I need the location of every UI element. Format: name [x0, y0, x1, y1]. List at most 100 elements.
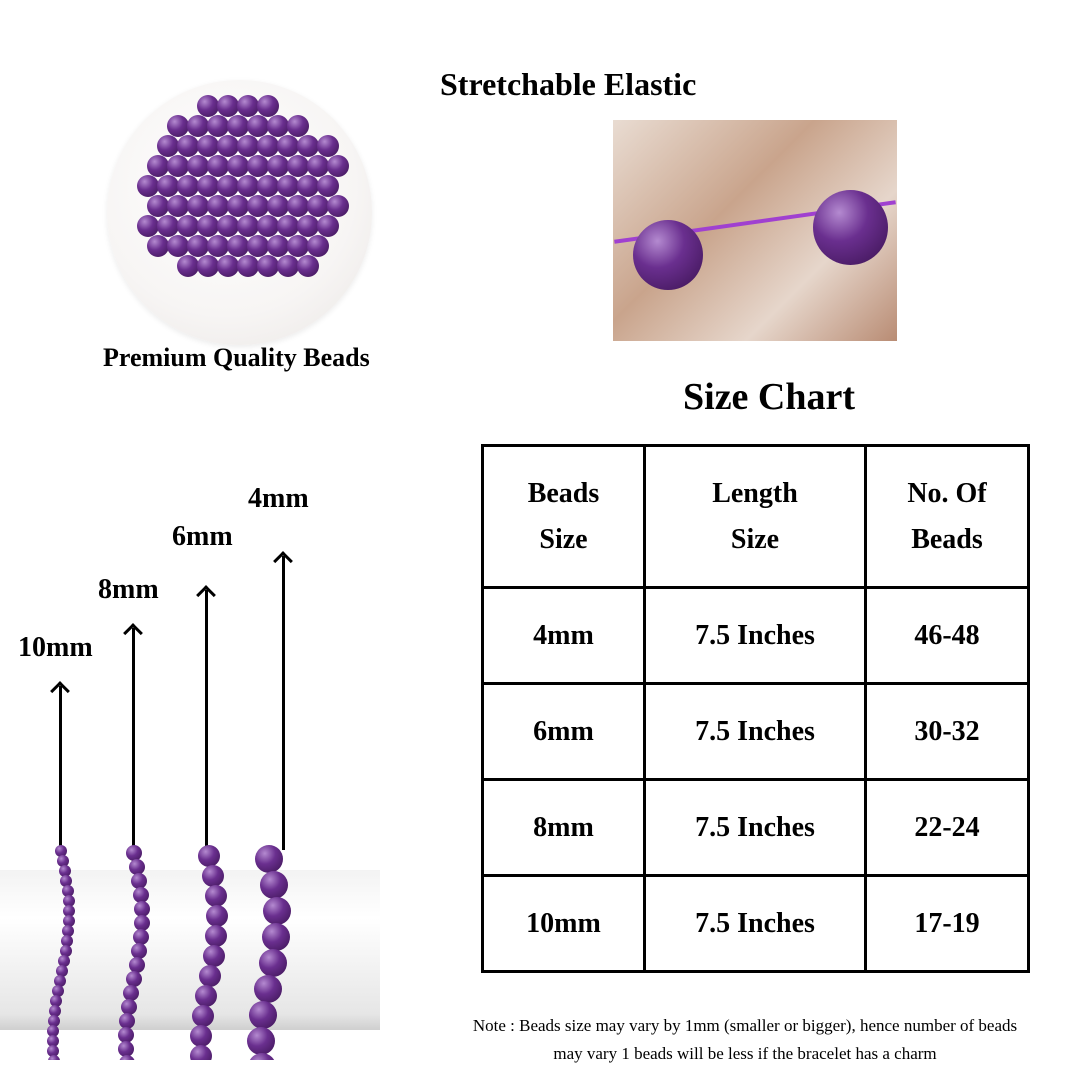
- bracelet-bead: [254, 975, 283, 1003]
- cell-count: 17-19: [864, 874, 1030, 973]
- beads-caption: Premium Quality Beads: [103, 343, 370, 372]
- bead: [247, 195, 269, 217]
- bracelet-bead: [47, 1015, 60, 1027]
- bead: [327, 195, 349, 217]
- bead: [177, 255, 199, 277]
- bead: [227, 235, 249, 257]
- table-row: 4mm 7.5 Inches 46-48: [481, 586, 1030, 685]
- bead: [197, 215, 219, 237]
- bracelet-bead: [131, 873, 148, 889]
- bead: [147, 195, 169, 217]
- cell-count: 22-24: [864, 778, 1030, 877]
- bead: [147, 235, 169, 257]
- arrow-up-icon: [132, 628, 135, 850]
- bead: [177, 135, 199, 157]
- bead: [207, 115, 229, 137]
- table-header-row: Beads Size Length Size No. Of Beads: [481, 444, 1030, 589]
- bead: [257, 255, 279, 277]
- bracelet-bead: [58, 955, 71, 967]
- bracelet-bead: [62, 915, 75, 927]
- bracelet-bead: [204, 885, 227, 907]
- bead: [237, 215, 259, 237]
- bead: [277, 175, 299, 197]
- bead: [237, 255, 259, 277]
- bead: [307, 195, 329, 217]
- bead: [257, 215, 279, 237]
- bracelet-bead: [62, 905, 75, 917]
- bead: [247, 155, 269, 177]
- bracelet-bead: [48, 1055, 61, 1060]
- bead: [317, 175, 339, 197]
- bracelet-bead: [133, 915, 150, 931]
- bracelet-bead: [59, 945, 72, 957]
- bracelet-bead: [205, 905, 228, 927]
- arrow-up-icon: [59, 686, 62, 848]
- bracelet-bead: [47, 1025, 60, 1037]
- bead: [267, 115, 289, 137]
- arrow-up-icon: [282, 556, 285, 850]
- cell-length: 7.5 Inches: [643, 586, 867, 685]
- cell-length: 7.5 Inches: [643, 682, 867, 781]
- bead: [157, 215, 179, 237]
- bead: [247, 115, 269, 137]
- bracelet-bead: [56, 855, 69, 867]
- bracelet-bead: [55, 845, 67, 857]
- cell-length: 7.5 Inches: [643, 778, 867, 877]
- elastic-photo: [613, 120, 897, 341]
- cell-count: 46-48: [864, 586, 1030, 685]
- bracelet-bead: [126, 845, 142, 861]
- bead: [297, 175, 319, 197]
- bracelet-bead: [60, 875, 73, 887]
- bead: [197, 135, 219, 157]
- bead: [267, 155, 289, 177]
- bead: [177, 215, 199, 237]
- cell-size: 4mm: [481, 586, 646, 685]
- bead: [247, 235, 269, 257]
- bracelet-bead: [119, 1013, 136, 1029]
- bracelet-bead: [54, 975, 67, 987]
- bracelet-bead: [205, 925, 228, 947]
- bead: [137, 175, 159, 197]
- bead: [167, 235, 189, 257]
- bead: [237, 95, 259, 117]
- bead: [197, 95, 219, 117]
- bracelet-bead: [199, 965, 222, 987]
- bead: [187, 235, 209, 257]
- bowl-of-beads-image: [107, 80, 372, 345]
- bead: [257, 175, 279, 197]
- bead: [277, 255, 299, 277]
- bead: [327, 155, 349, 177]
- bead: [297, 215, 319, 237]
- bracelet-bead: [190, 1025, 213, 1047]
- bead: [297, 255, 319, 277]
- cell-length: 7.5 Inches: [643, 874, 867, 973]
- bead: [157, 135, 179, 157]
- bead: [227, 195, 249, 217]
- bead: [207, 155, 229, 177]
- bracelet-bead: [47, 1035, 59, 1047]
- bracelet-bead: [119, 1055, 136, 1060]
- bead: [197, 255, 219, 277]
- bracelet-bead: [118, 1027, 135, 1043]
- bracelet-bead: [128, 957, 145, 973]
- bead: [227, 155, 249, 177]
- bracelet-bead: [118, 1041, 135, 1057]
- bracelets-photo: [0, 845, 380, 1060]
- bead: [207, 235, 229, 257]
- arrow-up-icon: [205, 590, 208, 850]
- bracelet-bead: [123, 985, 140, 1001]
- bracelet-bead: [247, 1027, 276, 1055]
- bead: [187, 115, 209, 137]
- label-6mm: 6mm: [172, 521, 233, 552]
- bead: [307, 235, 329, 257]
- bracelet-bead: [132, 929, 149, 945]
- bracelet-bead: [128, 859, 145, 875]
- bead: [297, 135, 319, 157]
- size-chart-title: Size Chart: [683, 376, 856, 418]
- bracelet-bead: [195, 985, 218, 1007]
- bead: [257, 135, 279, 157]
- note-line-1: Note : Beads size may vary by 1mm (small…: [472, 1016, 1018, 1035]
- bead: [267, 195, 289, 217]
- cell-size: 10mm: [481, 874, 646, 973]
- bracelet-bead: [50, 995, 63, 1007]
